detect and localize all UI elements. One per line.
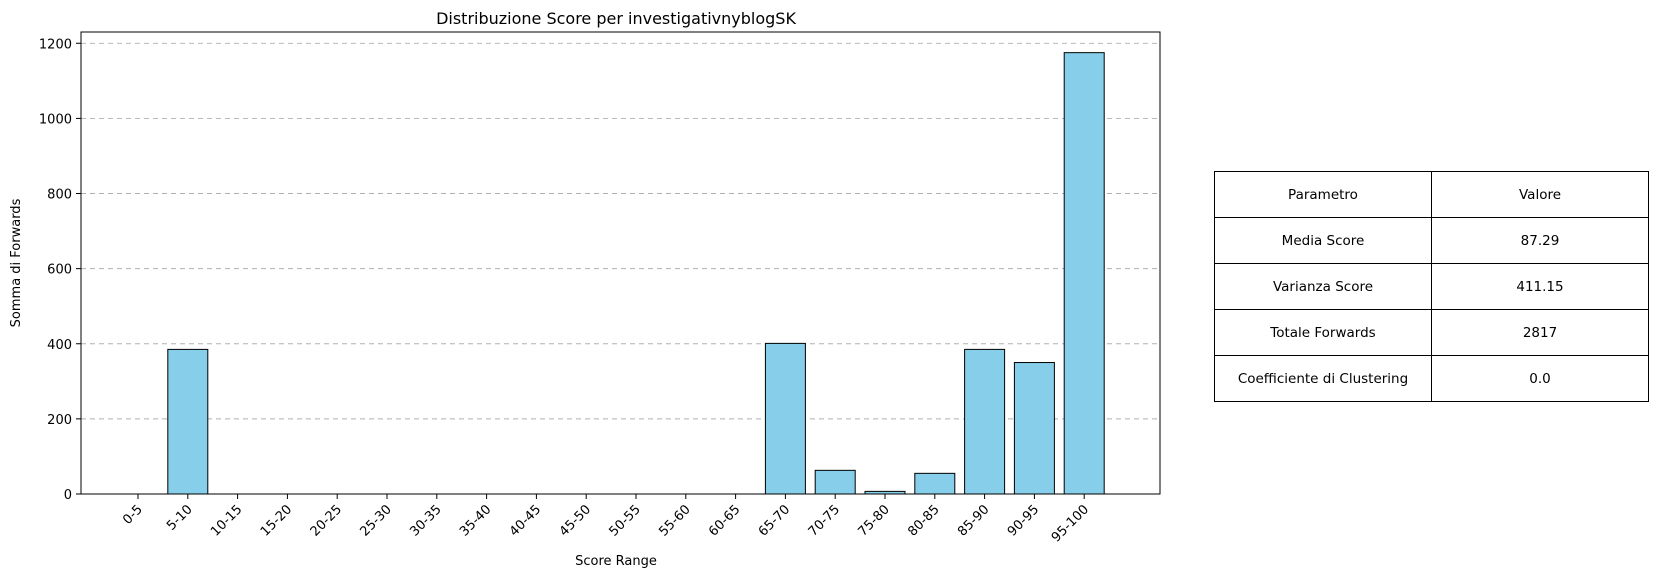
table-cell-value: Valore	[1431, 171, 1649, 218]
plot-frame	[80, 31, 1161, 495]
bar-5-10	[167, 348, 209, 495]
x-tick-label: 55-60	[656, 502, 693, 539]
table-cell-parameter: Coefficiente di Clustering	[1214, 355, 1432, 402]
bar-85-90	[964, 348, 1006, 495]
bar-95-100	[1063, 52, 1105, 495]
x-tick-label: 30-35	[407, 502, 444, 539]
table-row: Media Score 87.29	[1214, 217, 1649, 264]
x-tick-label: 75-80	[856, 502, 893, 539]
x-tick-label: 80-85	[905, 502, 942, 539]
chart-title: Distribuzione Score per investigativnybl…	[436, 9, 796, 28]
y-tick-label: 400	[47, 338, 72, 353]
y-axis: 0 200 400 600 800 1000 1200	[39, 37, 81, 503]
y-tick-label: 0	[64, 488, 72, 503]
y-axis-label: Somma di Forwards	[9, 198, 24, 327]
x-tick-label: 90-95	[1005, 502, 1042, 539]
x-tick-label: 25-30	[358, 502, 395, 539]
x-tick-label: 50-55	[607, 502, 644, 539]
bar-65-70	[764, 342, 806, 495]
x-tick-label: 65-70	[756, 502, 793, 539]
x-axis-label: Score Range	[575, 554, 657, 569]
x-tick-label: 5-10	[164, 502, 195, 533]
y-tick-label: 1000	[39, 112, 72, 127]
table-cell-parameter: Varianza Score	[1214, 263, 1432, 310]
x-tick-label: 0-5	[120, 502, 146, 528]
x-tick-label: 35-40	[457, 502, 494, 539]
y-tick-label: 200	[47, 413, 72, 428]
x-tick-label: 10-15	[208, 502, 245, 539]
table-cell-value: 411.15	[1431, 263, 1649, 310]
bar-90-95	[1013, 362, 1055, 495]
bar-70-75	[814, 469, 856, 495]
x-tick-label: 95-100	[1049, 502, 1092, 545]
table-cell-value: 0.0	[1431, 355, 1649, 402]
table-row: Varianza Score 411.15	[1214, 263, 1649, 310]
table-header-row: Parametro Valore	[1214, 171, 1649, 218]
x-tick-label: 60-65	[706, 502, 743, 539]
stats-table: Parametro Valore Media Score 87.29 Varianza …	[1214, 171, 1649, 402]
x-tick-label: 40-45	[507, 502, 544, 539]
x-tick-label: 70-75	[806, 502, 843, 539]
table-row: Totale Forwards 2817	[1214, 309, 1649, 356]
table-cell-parameter: Parametro	[1214, 171, 1432, 218]
x-tick-label: 85-90	[955, 502, 992, 539]
table-cell-value: 87.29	[1431, 217, 1649, 264]
bar-80-85	[914, 472, 956, 495]
bars	[167, 52, 1105, 495]
x-tick-label: 20-25	[308, 502, 345, 539]
y-tick-label: 600	[47, 263, 72, 278]
y-tick-label: 800	[47, 188, 72, 203]
y-tick-label: 1200	[39, 37, 72, 52]
table-row: Coefficiente di Clustering 0.0	[1214, 355, 1649, 402]
x-tick-label: 45-50	[557, 502, 594, 539]
table-cell-parameter: Media Score	[1214, 217, 1432, 264]
x-axis: 0-5 5-10 10-15 15-20 20-25 25-30 30-35 35-40 40-…	[120, 494, 1092, 545]
table-cell-value: 2817	[1431, 309, 1649, 356]
x-tick-label: 15-20	[258, 502, 295, 539]
table-cell-parameter: Totale Forwards	[1214, 309, 1432, 356]
